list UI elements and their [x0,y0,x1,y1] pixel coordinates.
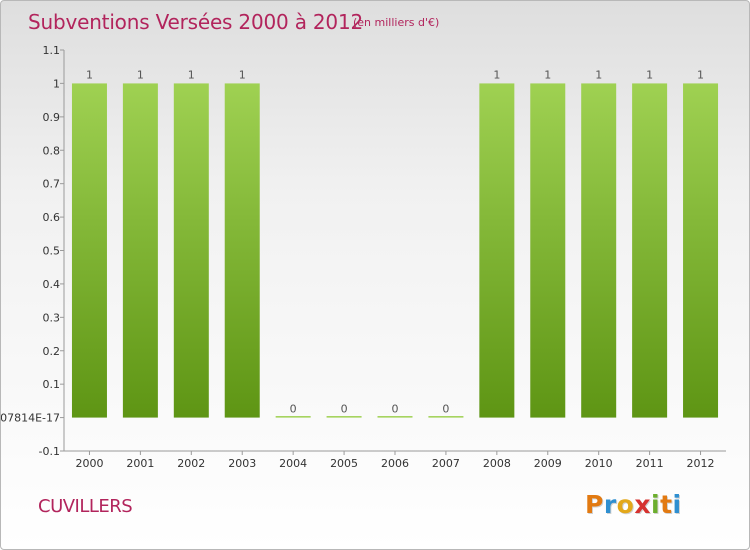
place-name: CUVILLERS [38,496,133,517]
x-tick-label: 2002 [177,457,205,470]
bar-data-label: 0 [341,403,348,416]
bar [275,416,311,418]
y-tick-label: -0.1 [39,445,60,458]
bar-data-label: 0 [290,403,297,416]
bar-data-label: 0 [392,403,399,416]
bar [683,83,719,418]
bar [581,83,617,418]
bar-data-label: 0 [442,403,449,416]
y-tick-label: 0.6 [43,211,61,224]
y-tick-label: 1 [53,77,60,90]
y-tick-label: 0.3 [43,311,61,324]
y-tick-label: 1.1 [43,44,61,57]
y-tick-label: 307814E-17 [1,412,60,425]
bar-data-label: 1 [697,68,704,81]
y-tick-label: 0.7 [43,178,61,191]
bar [530,83,566,418]
y-tick-label: 0.9 [43,111,61,124]
x-tick-label: 2006 [381,457,409,470]
y-tick-label: 0.8 [43,144,61,157]
chart-title: Subventions Versées 2000 à 2012 [28,10,364,34]
proxiti-logo[interactable]: Proxiti [585,490,682,519]
bar [632,83,668,418]
logo-letter: x [634,490,651,519]
chart-unit: (en milliers d'€) [353,16,440,29]
y-tick-label: 0.4 [43,278,61,291]
x-tick-label: 2007 [432,457,460,470]
x-tick-label: 2001 [126,457,154,470]
x-tick-label: 2004 [279,457,307,470]
bar-data-label: 1 [544,68,551,81]
x-tick-label: 2000 [75,457,103,470]
bar [173,83,209,418]
y-tick-label: 0.2 [43,345,61,358]
logo-letter: o [616,490,635,519]
logo-letter: t [660,490,673,519]
x-tick-label: 2003 [228,457,256,470]
bar-data-label: 1 [86,68,93,81]
bar [479,83,515,418]
bar [326,416,362,418]
logo-letter: i [672,490,682,519]
x-tick-label: 2010 [585,457,613,470]
logo-letter: i [651,490,661,519]
bar-data-label: 1 [137,68,144,81]
x-tick-label: 2005 [330,457,358,470]
x-tick-label: 2011 [636,457,664,470]
bar [428,416,464,418]
bar [377,416,413,418]
bar-data-label: 1 [595,68,602,81]
bar-data-label: 1 [239,68,246,81]
bar-data-label: 1 [646,68,653,81]
bar [71,83,107,418]
x-tick-label: 2012 [687,457,715,470]
x-tick-label: 2009 [534,457,562,470]
logo-letter: r [603,490,617,519]
logo-letter: P [585,490,604,519]
x-tick-label: 2008 [483,457,511,470]
bar [122,83,158,418]
y-tick-label: 0.1 [43,378,61,391]
bar-data-label: 1 [188,68,195,81]
y-tick-label: 0.5 [43,245,61,258]
bar [224,83,260,418]
bar-data-label: 1 [493,68,500,81]
